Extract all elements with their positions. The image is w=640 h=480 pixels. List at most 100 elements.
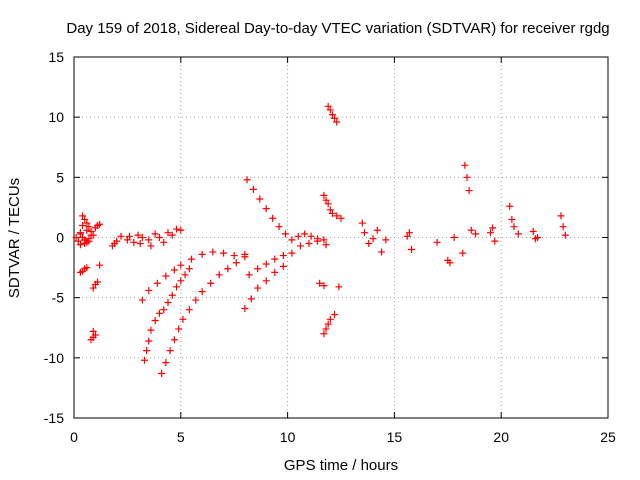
x-tick-label: 20 [493, 429, 509, 445]
data-point [320, 330, 328, 338]
data-point [177, 261, 185, 269]
data-point [365, 240, 373, 248]
data-point [160, 238, 168, 246]
data-point [177, 277, 185, 285]
data-point [269, 214, 277, 222]
data-point [326, 206, 334, 214]
data-point [491, 237, 499, 245]
data-point [335, 283, 343, 291]
data-point [89, 333, 97, 341]
data-point [256, 195, 264, 203]
data-point [224, 265, 232, 273]
data-point [230, 252, 238, 260]
data-point [328, 111, 336, 119]
series-morning-flat [108, 225, 185, 250]
data-point [162, 272, 170, 280]
data-point [147, 242, 155, 250]
data-point [373, 226, 381, 234]
data-point [153, 279, 161, 287]
y-tick-label: 5 [56, 169, 64, 185]
data-point [314, 237, 322, 245]
data-point [288, 249, 296, 257]
data-point [79, 212, 87, 220]
data-point [529, 227, 537, 235]
data-point [175, 325, 183, 333]
data-point [487, 229, 495, 237]
data-point [126, 232, 134, 240]
data-point [271, 268, 279, 276]
data-point [89, 327, 97, 335]
data-point [145, 236, 153, 244]
data-point [279, 262, 287, 270]
data-point [134, 231, 142, 239]
x-tick-label: 10 [280, 429, 296, 445]
data-point [358, 219, 366, 227]
data-point [160, 306, 168, 314]
data-point [76, 241, 84, 249]
data-point [198, 288, 206, 296]
data-point [245, 271, 253, 279]
data-point [145, 337, 153, 345]
data-point [254, 284, 262, 292]
data-point [170, 266, 178, 274]
data-point [262, 205, 270, 213]
y-tick-label: -5 [52, 290, 65, 306]
data-point [93, 278, 101, 286]
data-point [241, 304, 249, 312]
data-point [433, 238, 441, 246]
data-point [185, 265, 193, 273]
data-point [360, 229, 368, 237]
data-point [249, 185, 257, 193]
data-point [450, 234, 458, 241]
data-point [301, 230, 309, 238]
data-point [130, 238, 138, 246]
data-point [76, 230, 84, 238]
data-point [96, 220, 104, 228]
data-point [324, 200, 332, 208]
data-point [170, 336, 178, 344]
y-tick-label: 0 [56, 230, 64, 246]
data-point [243, 176, 251, 184]
data-point [254, 265, 262, 273]
data-point [187, 255, 195, 263]
data-point [459, 249, 467, 257]
data-point [185, 306, 193, 314]
data-point [534, 234, 542, 241]
data-point [143, 347, 151, 355]
data-point [85, 223, 93, 231]
data-point [446, 259, 454, 267]
data-point [151, 230, 159, 238]
data-point [72, 234, 80, 241]
data-point [467, 226, 475, 234]
y-tick-label: 10 [48, 109, 64, 125]
data-point [215, 271, 223, 279]
data-point [179, 315, 187, 323]
data-point [296, 242, 304, 250]
y-axis-label: SDTVAR / TECUs [6, 178, 23, 298]
data-point [192, 296, 200, 304]
series-noon-spike [316, 102, 345, 338]
data-point [181, 271, 189, 279]
data-point [294, 232, 302, 240]
series-arc-mid [138, 248, 249, 304]
data-point [155, 309, 163, 317]
data-point [328, 209, 336, 217]
data-point [275, 223, 283, 231]
data-point [117, 232, 125, 240]
data-point [465, 187, 473, 195]
data-point [147, 326, 155, 334]
data-point [198, 250, 206, 258]
data-point [83, 264, 91, 272]
data-point [322, 325, 330, 333]
data-point [378, 248, 386, 256]
data-point [557, 212, 565, 220]
data-point [333, 212, 341, 220]
axis-ticks: 0 5 10 15 20 25 -15 -10 -5 0 5 10 15 [44, 49, 616, 445]
data-point [85, 237, 93, 245]
data-point [324, 320, 332, 328]
data-point [123, 236, 131, 244]
data-point [83, 226, 91, 234]
data-point [158, 369, 166, 377]
data-point [96, 261, 104, 269]
